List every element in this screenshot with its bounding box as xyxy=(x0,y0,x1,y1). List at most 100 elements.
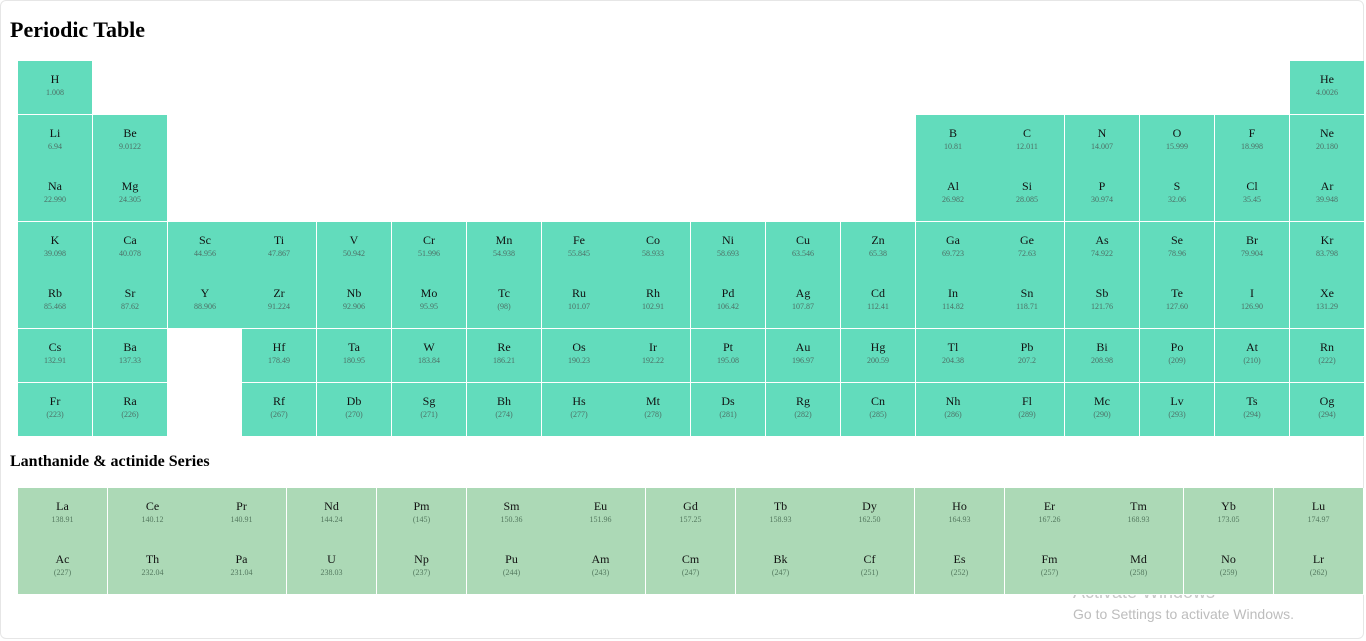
element-cell-p[interactable]: P 30.974 xyxy=(1065,168,1140,222)
element-cell-ag[interactable]: Ag 107.87 xyxy=(766,275,841,329)
element-cell-db[interactable]: Db (270) xyxy=(317,383,392,437)
element-cell-na[interactable]: Na 22.990 xyxy=(18,168,93,222)
element-cell-nh[interactable]: Nh (286) xyxy=(916,383,991,437)
element-cell-fl[interactable]: Fl (289) xyxy=(990,383,1065,437)
element-cell-b[interactable]: B 10.81 xyxy=(916,115,991,169)
element-cell-at[interactable]: At (210) xyxy=(1215,329,1290,383)
element-cell-ne[interactable]: Ne 20.180 xyxy=(1290,115,1365,169)
element-cell-mg[interactable]: Mg 24.305 xyxy=(93,168,168,222)
element-cell-co[interactable]: Co 58.933 xyxy=(616,222,691,276)
element-cell-hg[interactable]: Hg 200.59 xyxy=(841,329,916,383)
element-cell-th[interactable]: Th 232.04 xyxy=(108,541,198,595)
element-cell-in[interactable]: In 114.82 xyxy=(916,275,991,329)
element-cell-sr[interactable]: Sr 87.62 xyxy=(93,275,168,329)
element-cell-fe[interactable]: Fe 55.845 xyxy=(542,222,617,276)
element-cell-n[interactable]: N 14.007 xyxy=(1065,115,1140,169)
element-cell-ta[interactable]: Ta 180.95 xyxy=(317,329,392,383)
element-cell-cm[interactable]: Cm (247) xyxy=(646,541,736,595)
element-cell-lr[interactable]: Lr (262) xyxy=(1274,541,1364,595)
element-cell-tb[interactable]: Tb 158.93 xyxy=(736,488,826,542)
element-cell-pb[interactable]: Pb 207.2 xyxy=(990,329,1065,383)
element-cell-sm[interactable]: Sm 150.36 xyxy=(467,488,557,542)
element-cell-yb[interactable]: Yb 173.05 xyxy=(1184,488,1274,542)
element-cell-si[interactable]: Si 28.085 xyxy=(990,168,1065,222)
element-cell-pa[interactable]: Pa 231.04 xyxy=(197,541,287,595)
element-cell-u[interactable]: U 238.03 xyxy=(287,541,377,595)
element-cell-nb[interactable]: Nb 92.906 xyxy=(317,275,392,329)
element-cell-os[interactable]: Os 190.23 xyxy=(542,329,617,383)
element-cell-rh[interactable]: Rh 102.91 xyxy=(616,275,691,329)
element-cell-ti[interactable]: Ti 47.867 xyxy=(242,222,317,276)
element-cell-v[interactable]: V 50.942 xyxy=(317,222,392,276)
element-cell-mt[interactable]: Mt (278) xyxy=(616,383,691,437)
element-cell-ds[interactable]: Ds (281) xyxy=(691,383,766,437)
element-cell-br[interactable]: Br 79.904 xyxy=(1215,222,1290,276)
element-cell-ru[interactable]: Ru 101.07 xyxy=(542,275,617,329)
element-cell-as[interactable]: As 74.922 xyxy=(1065,222,1140,276)
element-cell-c[interactable]: C 12.011 xyxy=(990,115,1065,169)
element-cell-bh[interactable]: Bh (274) xyxy=(467,383,542,437)
element-cell-er[interactable]: Er 167.26 xyxy=(1005,488,1095,542)
element-cell-ca[interactable]: Ca 40.078 xyxy=(93,222,168,276)
element-cell-he[interactable]: He 4.0026 xyxy=(1290,61,1365,115)
element-cell-lv[interactable]: Lv (293) xyxy=(1140,383,1215,437)
element-cell-pu[interactable]: Pu (244) xyxy=(467,541,557,595)
element-cell-ir[interactable]: Ir 192.22 xyxy=(616,329,691,383)
element-cell-cr[interactable]: Cr 51.996 xyxy=(392,222,467,276)
element-cell-te[interactable]: Te 127.60 xyxy=(1140,275,1215,329)
element-cell-pr[interactable]: Pr 140.91 xyxy=(197,488,287,542)
element-cell-sc[interactable]: Sc 44.956 xyxy=(168,222,243,276)
element-cell-cn[interactable]: Cn (285) xyxy=(841,383,916,437)
element-cell-k[interactable]: K 39.098 xyxy=(18,222,93,276)
element-cell-se[interactable]: Se 78.96 xyxy=(1140,222,1215,276)
element-cell-ra[interactable]: Ra (226) xyxy=(93,383,168,437)
element-cell-sb[interactable]: Sb 121.76 xyxy=(1065,275,1140,329)
element-cell-zn[interactable]: Zn 65.38 xyxy=(841,222,916,276)
element-cell-fm[interactable]: Fm (257) xyxy=(1005,541,1095,595)
element-cell-og[interactable]: Og (294) xyxy=(1290,383,1365,437)
element-cell-hf[interactable]: Hf 178.49 xyxy=(242,329,317,383)
element-cell-md[interactable]: Md (258) xyxy=(1094,541,1184,595)
element-cell-pm[interactable]: Pm (145) xyxy=(377,488,467,542)
element-cell-y[interactable]: Y 88.906 xyxy=(168,275,243,329)
element-cell-ga[interactable]: Ga 69.723 xyxy=(916,222,991,276)
element-cell-tl[interactable]: Tl 204.38 xyxy=(916,329,991,383)
element-cell-dy[interactable]: Dy 162.50 xyxy=(825,488,915,542)
element-cell-bi[interactable]: Bi 208.98 xyxy=(1065,329,1140,383)
element-cell-la[interactable]: La 138.91 xyxy=(18,488,108,542)
element-cell-w[interactable]: W 183.84 xyxy=(392,329,467,383)
element-cell-bk[interactable]: Bk (247) xyxy=(736,541,826,595)
element-cell-hs[interactable]: Hs (277) xyxy=(542,383,617,437)
element-cell-eu[interactable]: Eu 151.96 xyxy=(556,488,646,542)
element-cell-tc[interactable]: Tc (98) xyxy=(467,275,542,329)
element-cell-ni[interactable]: Ni 58.693 xyxy=(691,222,766,276)
element-cell-re[interactable]: Re 186.21 xyxy=(467,329,542,383)
element-cell-rn[interactable]: Rn (222) xyxy=(1290,329,1365,383)
element-cell-ar[interactable]: Ar 39.948 xyxy=(1290,168,1365,222)
element-cell-mn[interactable]: Mn 54.938 xyxy=(467,222,542,276)
element-cell-ac[interactable]: Ac (227) xyxy=(18,541,108,595)
element-cell-sn[interactable]: Sn 118.71 xyxy=(990,275,1065,329)
element-cell-i[interactable]: I 126.90 xyxy=(1215,275,1290,329)
element-cell-cl[interactable]: Cl 35.45 xyxy=(1215,168,1290,222)
element-cell-cd[interactable]: Cd 112.41 xyxy=(841,275,916,329)
element-cell-h[interactable]: H 1.008 xyxy=(18,61,93,115)
element-cell-pt[interactable]: Pt 195.08 xyxy=(691,329,766,383)
element-cell-gd[interactable]: Gd 157.25 xyxy=(646,488,736,542)
element-cell-po[interactable]: Po (209) xyxy=(1140,329,1215,383)
element-cell-cs[interactable]: Cs 132.91 xyxy=(18,329,93,383)
element-cell-li[interactable]: Li 6.94 xyxy=(18,115,93,169)
element-cell-f[interactable]: F 18.998 xyxy=(1215,115,1290,169)
element-cell-au[interactable]: Au 196.97 xyxy=(766,329,841,383)
element-cell-np[interactable]: Np (237) xyxy=(377,541,467,595)
element-cell-rf[interactable]: Rf (267) xyxy=(242,383,317,437)
element-cell-am[interactable]: Am (243) xyxy=(556,541,646,595)
element-cell-es[interactable]: Es (252) xyxy=(915,541,1005,595)
element-cell-lu[interactable]: Lu 174.97 xyxy=(1274,488,1364,542)
element-cell-kr[interactable]: Kr 83.798 xyxy=(1290,222,1365,276)
element-cell-sg[interactable]: Sg (271) xyxy=(392,383,467,437)
element-cell-mc[interactable]: Mc (290) xyxy=(1065,383,1140,437)
element-cell-pd[interactable]: Pd 106.42 xyxy=(691,275,766,329)
element-cell-rg[interactable]: Rg (282) xyxy=(766,383,841,437)
element-cell-ts[interactable]: Ts (294) xyxy=(1215,383,1290,437)
